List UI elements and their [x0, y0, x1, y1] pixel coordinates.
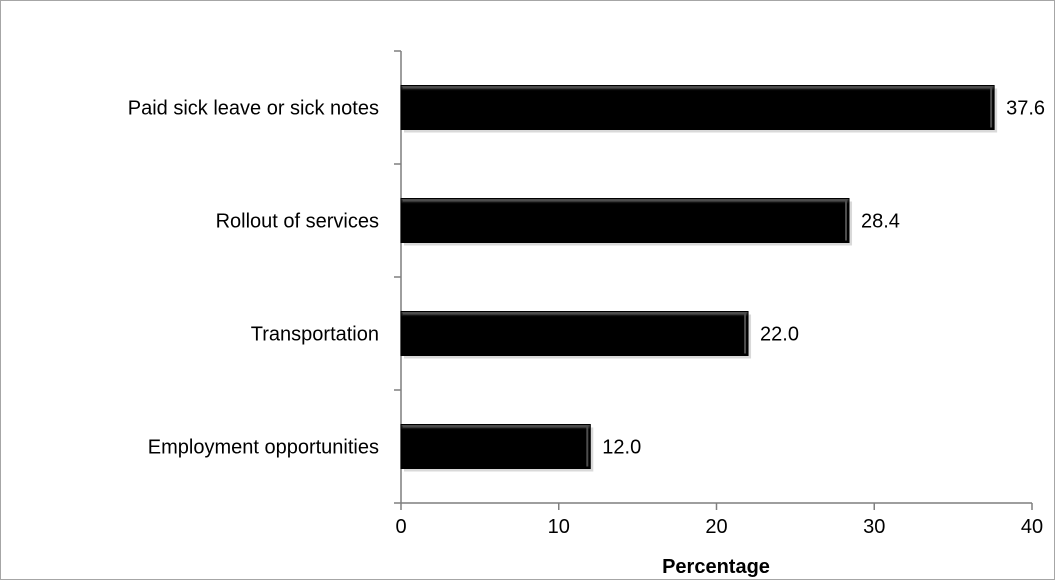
category-label: Paid sick leave or sick notes: [128, 98, 379, 120]
x-tick-label: 10: [548, 516, 570, 538]
x-axis-title: Percentage: [662, 556, 770, 578]
bar: [400, 198, 850, 243]
x-tick-label: 20: [705, 516, 727, 538]
labels: 0 10 20 30 40 Paid sick leave or sick notes 37…: [128, 98, 1045, 539]
bar: [400, 424, 591, 469]
value-label: 37.6: [1006, 98, 1045, 120]
x-tick-label: 40: [1021, 516, 1043, 538]
value-label: 28.4: [861, 211, 900, 233]
x-tick-label: 0: [395, 516, 406, 538]
bars: [400, 85, 998, 472]
bar: [400, 311, 749, 356]
category-label: Transportation: [251, 324, 379, 346]
value-label: 22.0: [760, 324, 799, 346]
value-label: 12.0: [602, 437, 641, 459]
bar: [400, 85, 995, 130]
x-tick-label: 30: [863, 516, 885, 538]
category-label: Rollout of services: [216, 211, 379, 233]
category-label: Employment opportunities: [148, 437, 379, 459]
